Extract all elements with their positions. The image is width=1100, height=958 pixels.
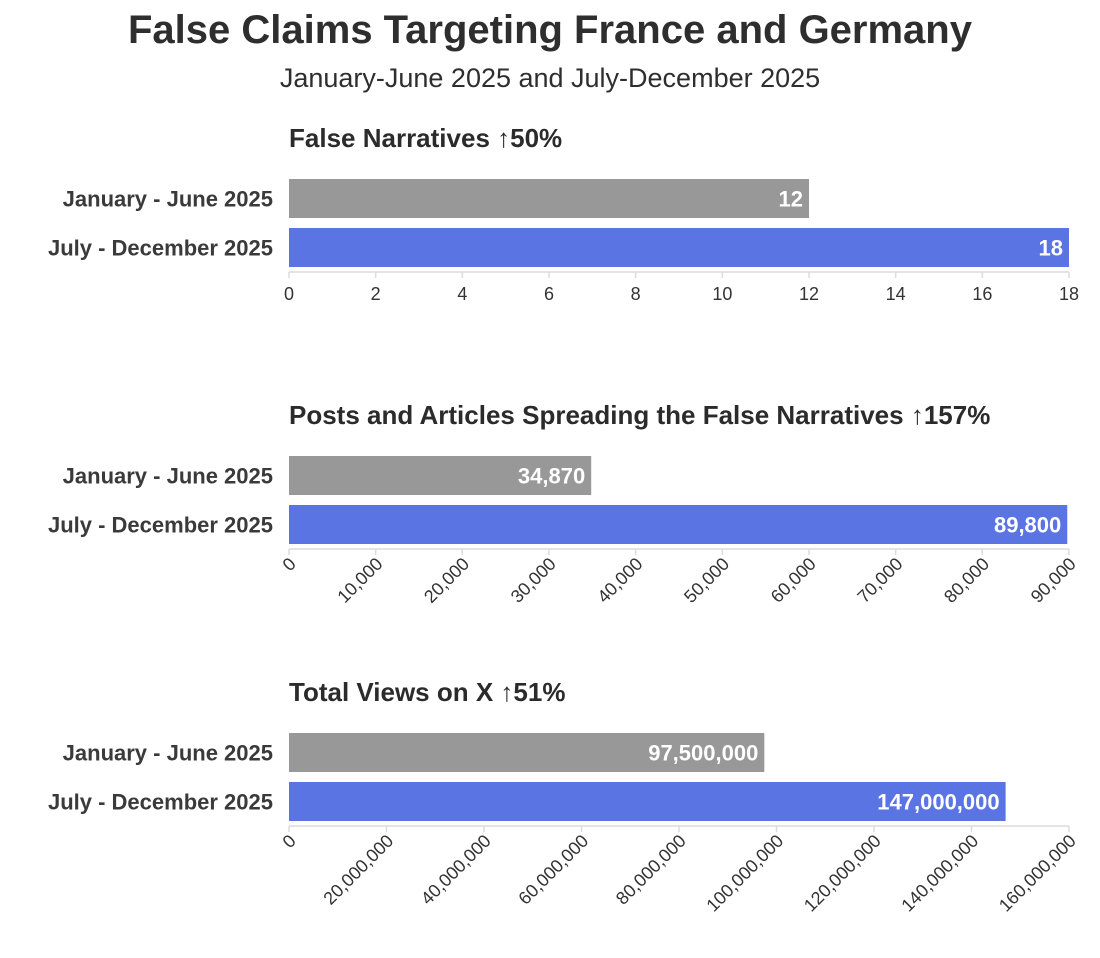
- category-label: July - December 2025: [48, 513, 273, 538]
- tick-label: 10,000: [333, 554, 386, 607]
- tick-label: 0: [279, 831, 300, 852]
- category-label: January - June 2025: [63, 187, 273, 212]
- tick-label: 0: [279, 554, 300, 575]
- tick-label: 160,000,000: [995, 831, 1080, 916]
- tick-label: 70,000: [853, 554, 906, 607]
- tick-label: 40,000,000: [417, 831, 495, 909]
- tick-label: 12: [799, 284, 819, 304]
- tick-label: 20,000,000: [319, 831, 397, 909]
- tick-label: 50,000: [680, 554, 733, 607]
- tick-label: 30,000: [507, 554, 560, 607]
- category-label: January - June 2025: [63, 741, 273, 766]
- tick-label: 90,000: [1027, 554, 1080, 607]
- bar: [289, 228, 1069, 267]
- panel-title: Total Views on X ↑51%: [289, 677, 565, 707]
- data-label: 18: [1039, 236, 1063, 261]
- category-label: July - December 2025: [48, 236, 273, 261]
- panel-title: False Narratives ↑50%: [289, 123, 562, 153]
- tick-label: 20,000: [420, 554, 473, 607]
- bar: [289, 733, 765, 772]
- tick-label: 60,000,000: [514, 831, 592, 909]
- tick-label: 100,000,000: [702, 831, 787, 916]
- data-label: 12: [779, 187, 803, 212]
- tick-label: 80,000: [940, 554, 993, 607]
- tick-label: 140,000,000: [897, 831, 982, 916]
- data-label: 34,870: [518, 464, 585, 489]
- tick-label: 40,000: [593, 554, 646, 607]
- bar: [289, 782, 1006, 821]
- data-label: 147,000,000: [877, 790, 999, 815]
- tick-label: 60,000: [767, 554, 820, 607]
- tick-label: 4: [457, 284, 467, 304]
- category-label: July - December 2025: [48, 790, 273, 815]
- tick-label: 14: [886, 284, 906, 304]
- tick-label: 80,000,000: [612, 831, 690, 909]
- bar: [289, 505, 1068, 544]
- tick-label: 120,000,000: [800, 831, 885, 916]
- tick-label: 6: [544, 284, 554, 304]
- tick-label: 2: [371, 284, 381, 304]
- panel-title: Posts and Articles Spreading the False N…: [289, 400, 990, 430]
- bar: [289, 179, 809, 218]
- bar: [289, 456, 592, 495]
- data-label: 97,500,000: [648, 741, 758, 766]
- tick-label: 0: [284, 284, 294, 304]
- page-subtitle: January-June 2025 and July-December 2025: [279, 63, 821, 93]
- tick-label: 18: [1059, 284, 1079, 304]
- page-title: False Claims Targeting France and German…: [128, 8, 972, 52]
- data-label: 89,800: [994, 513, 1061, 538]
- tick-label: 16: [972, 284, 992, 304]
- tick-label: 8: [631, 284, 641, 304]
- tick-label: 10: [712, 284, 732, 304]
- category-label: January - June 2025: [63, 464, 273, 489]
